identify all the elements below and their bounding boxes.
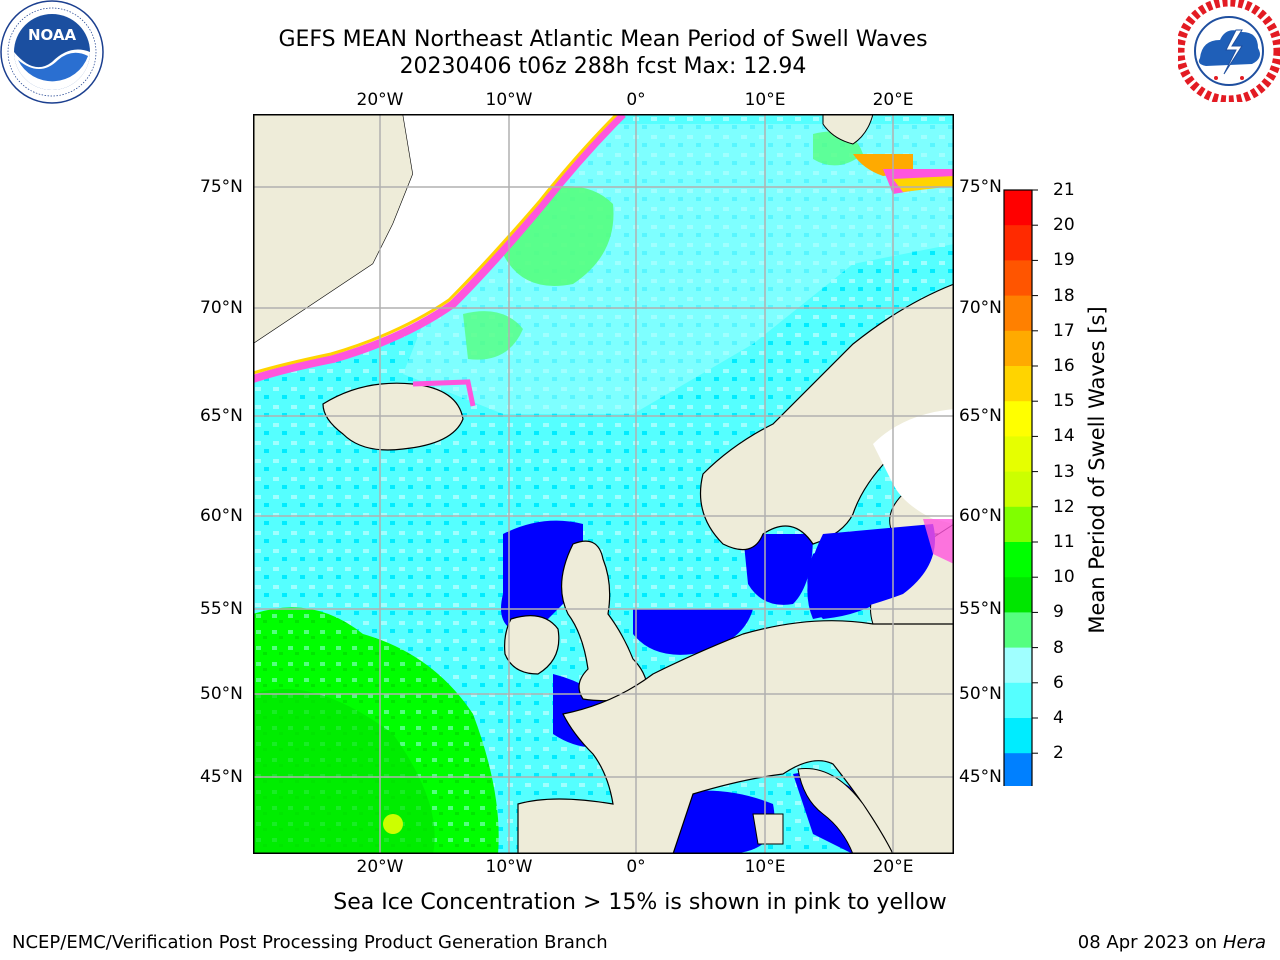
colorbar-segment	[1004, 190, 1032, 226]
colorbar-tick-label: 6	[1053, 672, 1064, 693]
lon-label-top: 20°E	[872, 90, 914, 110]
colorbar-segment	[1004, 682, 1032, 719]
colorbar-tick-label: 13	[1053, 461, 1075, 482]
colorbar-segment	[1004, 260, 1032, 297]
map-frame	[253, 114, 954, 854]
colorbar-segment	[1004, 577, 1032, 613]
map-area	[253, 114, 954, 854]
footer-date-text: 08 Apr 2023 on	[1077, 932, 1223, 953]
colorbar-tick-label: 17	[1053, 320, 1075, 341]
lat-label-left: 55°N	[200, 599, 243, 619]
chart-subtitle: 20230406 t06z 288h fcst Max: 12.94	[399, 54, 807, 79]
colorbar-tick-label: 12	[1053, 496, 1075, 517]
noaa-logo: NOAA	[0, 0, 104, 104]
colorbar-tick-label: 9	[1053, 602, 1064, 623]
colorbar-tick-label: 10	[1053, 567, 1075, 588]
lat-label-right: 50°N	[959, 684, 1002, 704]
colorbar-tick-label: 19	[1053, 250, 1075, 271]
lat-label-right: 75°N	[959, 177, 1002, 197]
lat-label-right: 45°N	[959, 767, 1002, 787]
colorbar-tick-label: 14	[1053, 426, 1075, 447]
nws-logo	[1178, 0, 1280, 102]
colorbar-segment	[1004, 647, 1032, 684]
colorbar-segment	[1004, 436, 1032, 473]
colorbar-tick-label: 20	[1053, 215, 1075, 236]
lat-label-left: 75°N	[200, 177, 243, 197]
colorbar-segment	[1004, 542, 1032, 578]
lat-label-left: 65°N	[200, 406, 243, 426]
lat-label-left: 70°N	[200, 298, 243, 318]
colorbar-segment	[1004, 753, 1032, 786]
lat-label-right: 70°N	[959, 298, 1002, 318]
footer-host: Hera	[1222, 932, 1266, 953]
colorbar-segment	[1004, 718, 1032, 754]
colorbar-tick-label: 11	[1053, 532, 1075, 552]
lon-label-top: 0°	[626, 90, 646, 110]
colorbar-frame	[1003, 189, 1033, 786]
lon-label-bottom: 10°W	[485, 857, 533, 877]
svg-text:NOAA: NOAA	[28, 26, 77, 44]
lat-label-left: 50°N	[200, 684, 243, 704]
lon-label-bottom: 20°W	[356, 857, 404, 877]
colorbar-segment	[1004, 401, 1032, 437]
lon-label-bottom: 0°	[626, 857, 646, 877]
sea-ice-note: Sea Ice Concentration > 15% is shown in …	[333, 890, 947, 915]
swell-period-map	[253, 114, 954, 854]
lon-label-top: 10°W	[485, 90, 533, 110]
colorbar-tick-label: 21	[1053, 180, 1075, 200]
lat-label-right: 55°N	[959, 599, 1002, 619]
colorbar-segment	[1004, 225, 1032, 261]
colorbar-title: Mean Period of Swell Waves [s]	[1085, 306, 1109, 634]
lat-label-right: 65°N	[959, 406, 1002, 426]
colorbar-segment	[1004, 295, 1032, 332]
lon-label-bottom: 20°E	[872, 857, 914, 877]
colorbar-segment	[1004, 506, 1032, 543]
colorbar-tick-label: 18	[1053, 285, 1075, 306]
lat-label-left: 60°N	[200, 506, 243, 526]
footer-date: 08 Apr 2023 on Hera	[1078, 932, 1266, 953]
colorbar-tick-label: 16	[1053, 356, 1075, 376]
lon-label-top: 10°E	[744, 90, 786, 110]
lat-label-right: 60°N	[959, 506, 1002, 526]
colorbar-tick-label: 8	[1053, 637, 1064, 658]
colorbar-segment	[1004, 330, 1032, 367]
lon-label-top: 20°W	[356, 90, 404, 110]
colorbar-segment	[1004, 471, 1032, 508]
colorbar-segment	[1004, 612, 1032, 649]
graticule	[253, 114, 954, 854]
colorbar-tick-label: 15	[1053, 391, 1075, 412]
colorbar-segment	[1004, 366, 1032, 402]
lat-label-left: 45°N	[200, 767, 243, 787]
colorbar	[1003, 189, 1038, 786]
colorbar-tick-label: 2	[1053, 743, 1064, 764]
lon-label-bottom: 10°E	[744, 857, 786, 877]
footer-credit: NCEP/EMC/Verification Post Processing Pr…	[12, 932, 608, 953]
chart-title: GEFS MEAN Northeast Atlantic Mean Period…	[278, 27, 928, 52]
colorbar-tick-label: 4	[1053, 708, 1064, 728]
